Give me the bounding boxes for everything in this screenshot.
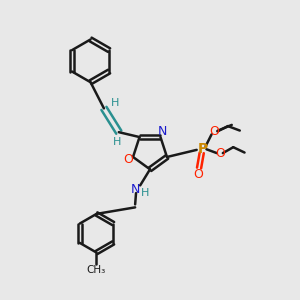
Text: O: O [215, 147, 225, 160]
Text: CH₃: CH₃ [87, 265, 106, 275]
Text: O: O [210, 125, 220, 138]
Text: O: O [194, 168, 203, 181]
Text: N: N [158, 124, 167, 138]
Text: H: H [111, 98, 119, 108]
Text: P: P [197, 142, 208, 156]
Text: H: H [113, 137, 122, 147]
Text: O: O [123, 154, 133, 166]
Text: H: H [141, 188, 149, 198]
Text: N: N [131, 183, 140, 196]
